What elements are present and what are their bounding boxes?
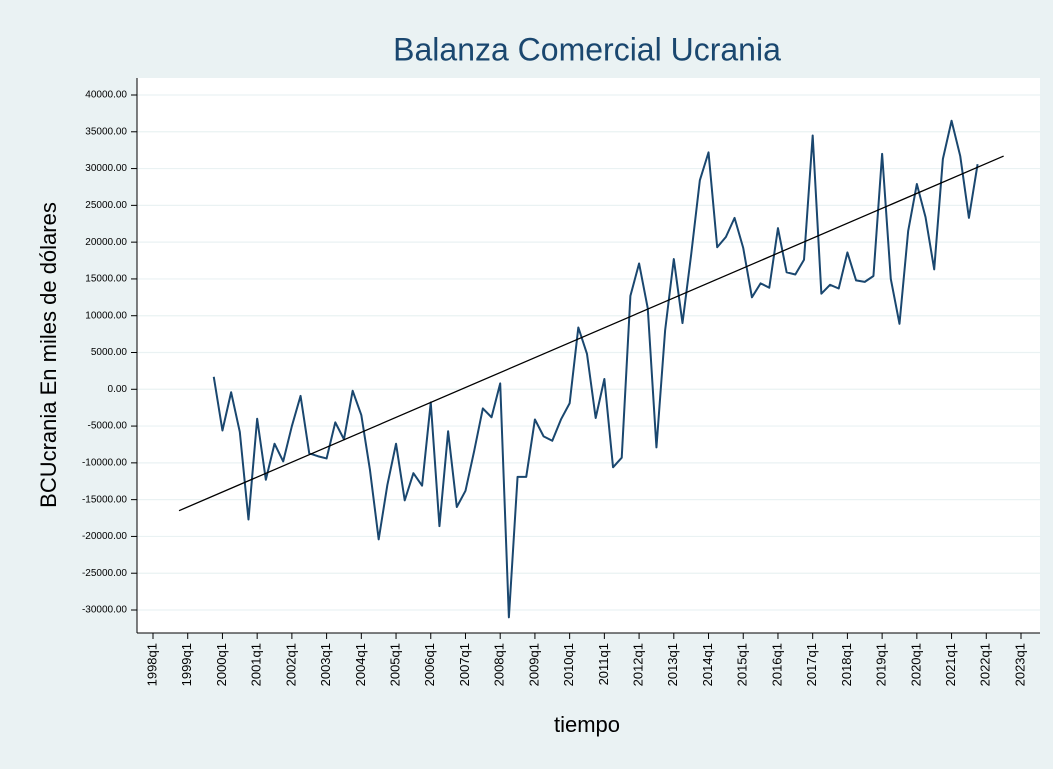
y-tick-label: -10000.00 — [82, 457, 127, 468]
y-tick-label: -25000.00 — [82, 568, 127, 579]
plot-region — [137, 78, 1040, 633]
y-tick-label: 25000.00 — [85, 200, 127, 211]
x-tick-label: 2018q1 — [839, 643, 854, 686]
y-tick-label: 40000.00 — [85, 90, 127, 101]
y-tick-label: -15000.00 — [82, 494, 127, 505]
x-tick-label: 2009q1 — [526, 643, 541, 686]
y-axis-label: BCUcrania En miles de dólares — [36, 202, 61, 508]
y-tick-label: -30000.00 — [82, 605, 127, 616]
x-tick-label: 2007q1 — [457, 643, 472, 686]
x-tick-label: 2000q1 — [214, 643, 229, 686]
x-tick-label: 2011q1 — [596, 643, 611, 685]
y-tick-label: -20000.00 — [82, 531, 127, 542]
x-tick-label: 2008q1 — [492, 643, 507, 686]
x-tick-label: 2014q1 — [700, 643, 715, 686]
x-tick-label: 2022q1 — [978, 643, 993, 686]
x-tick-label: 2017q1 — [804, 643, 819, 686]
x-tick-label: 2012q1 — [631, 643, 646, 686]
x-tick-label: 2013q1 — [665, 643, 680, 686]
x-tick-label: 1998q1 — [144, 643, 159, 686]
x-tick-label: 2002q1 — [283, 643, 298, 686]
y-tick-label: 35000.00 — [85, 126, 127, 137]
x-tick-label: 2023q1 — [1012, 643, 1027, 686]
x-tick-label: 1999q1 — [179, 643, 194, 686]
series-line — [178, 155, 1004, 512]
chart-title: Balanza Comercial Ucrania — [393, 31, 781, 67]
x-tick-label: 2006q1 — [422, 643, 437, 686]
x-axis-label: tiempo — [554, 712, 620, 737]
x-tick-label: 2001q1 — [249, 643, 264, 686]
x-tick-label: 2004q1 — [353, 643, 368, 686]
x-tick-label: 2003q1 — [318, 643, 333, 686]
y-tick-label: 30000.00 — [85, 163, 127, 174]
x-tick-label: 2015q1 — [735, 643, 750, 686]
x-tick-label: 2019q1 — [874, 643, 889, 686]
y-tick-label: 0.00 — [108, 384, 128, 395]
y-tick-label: 15000.00 — [85, 274, 127, 285]
x-tick-label: 2005q1 — [387, 643, 402, 686]
x-tick-label: 2016q1 — [769, 643, 784, 686]
series-line — [212, 119, 979, 619]
y-tick-label: 10000.00 — [85, 310, 127, 321]
y-tick-label: -5000.00 — [88, 421, 128, 432]
x-tick-label: 2021q1 — [943, 643, 958, 686]
y-tick-label: 20000.00 — [85, 237, 127, 248]
x-tick-label: 2010q1 — [561, 643, 576, 686]
y-tick-label: 5000.00 — [91, 347, 128, 358]
x-tick-label: 2020q1 — [908, 643, 923, 686]
